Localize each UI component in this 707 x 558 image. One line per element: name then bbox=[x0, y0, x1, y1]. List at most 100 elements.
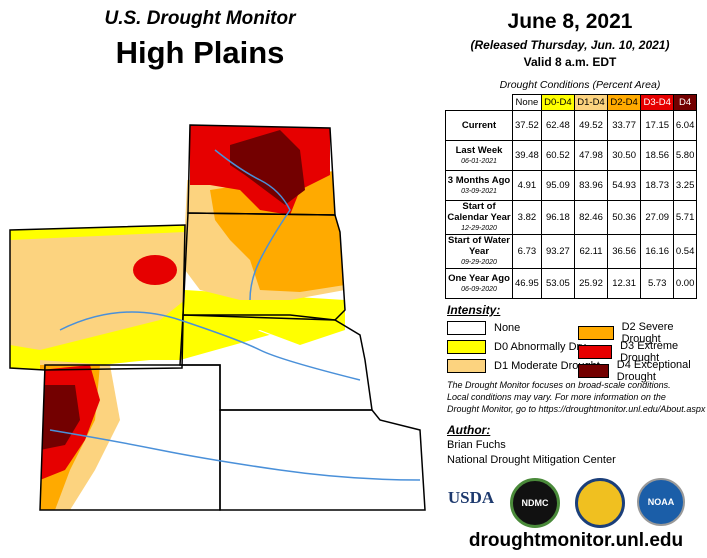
value-cell: 3.82 bbox=[512, 200, 542, 235]
value-cell: 36.56 bbox=[607, 234, 642, 269]
column-header: D1-D4 bbox=[573, 94, 609, 111]
d3-area bbox=[133, 255, 177, 285]
author-title: Author: bbox=[447, 423, 491, 437]
row-label: Last Week 06-01-2021 bbox=[445, 140, 513, 171]
value-cell: 27.09 bbox=[640, 200, 675, 235]
value-cell: 3.25 bbox=[673, 170, 697, 201]
value-cell: 5.73 bbox=[640, 268, 675, 299]
value-cell: 93.27 bbox=[540, 234, 575, 269]
value-cell: 62.48 bbox=[540, 110, 575, 141]
legend-swatch bbox=[578, 345, 613, 359]
legend-item: D1 Moderate Drought bbox=[447, 359, 600, 373]
legend-item: D0 Abnormally Dry bbox=[447, 340, 586, 354]
legend-swatch bbox=[578, 326, 614, 340]
row-name: Start of Water Year bbox=[448, 235, 510, 257]
value-cell: 17.15 bbox=[640, 110, 675, 141]
row-name: Current bbox=[461, 120, 497, 131]
value-cell: 30.50 bbox=[607, 140, 642, 171]
column-header: D2-D4 bbox=[607, 94, 642, 111]
value-cell: 53.05 bbox=[540, 268, 575, 299]
value-cell: 16.16 bbox=[640, 234, 675, 269]
table-caption: Drought Conditions (Percent Area) bbox=[499, 79, 661, 91]
table-row: Start of Calendar Year 12-29-2020 3.82 96.1… bbox=[445, 200, 697, 235]
title: U.S. Drought Monitor bbox=[104, 8, 296, 29]
value-cell: 54.93 bbox=[607, 170, 642, 201]
row-name: Last Week bbox=[455, 144, 503, 156]
value-cell: 0.54 bbox=[673, 234, 697, 269]
value-cell: 18.56 bbox=[640, 140, 675, 171]
river bbox=[49, 429, 421, 481]
row-name: 3 Months Ago bbox=[447, 174, 511, 186]
corner-cell bbox=[446, 95, 513, 111]
column-header: D0-D4 bbox=[540, 94, 575, 111]
row-date: 06-01-2021 bbox=[461, 157, 497, 165]
row-name: Start of Calendar Year bbox=[447, 201, 511, 223]
state-borders bbox=[9, 124, 426, 511]
legend-swatch bbox=[447, 321, 486, 335]
row-label: Start of Water Year 09-29-2020 bbox=[445, 234, 513, 269]
wyoming bbox=[9, 224, 186, 371]
note-line: Local conditions may vary. For more info… bbox=[447, 392, 666, 402]
river bbox=[214, 149, 291, 301]
row-date: 03-09-2021 bbox=[461, 187, 497, 195]
value-cell: 18.73 bbox=[640, 170, 675, 201]
legend-label: D0 Abnormally Dry bbox=[494, 341, 586, 353]
logo: NDMC bbox=[510, 478, 560, 528]
note-line: Drought Monitor, go to https://droughtmo… bbox=[447, 404, 706, 414]
legend-label: D1 Moderate Drought bbox=[494, 360, 600, 372]
legend-item: D3 Extreme Drought bbox=[578, 340, 707, 364]
column-header: D3-D4 bbox=[640, 94, 675, 111]
note-line: The Drought Monitor focuses on broad-sca… bbox=[447, 380, 671, 390]
value-cell: 82.46 bbox=[573, 200, 609, 235]
value-cell: 33.77 bbox=[607, 110, 642, 141]
legend-swatch bbox=[447, 359, 486, 373]
url: droughtmonitor.unl.edu bbox=[468, 530, 684, 551]
value-cell: 4.91 bbox=[512, 170, 542, 201]
author-line: Brian Fuchs bbox=[447, 439, 506, 451]
value-cell: 37.52 bbox=[512, 110, 542, 141]
legend-item: None bbox=[447, 321, 520, 335]
river bbox=[59, 311, 361, 381]
legend-swatch bbox=[447, 340, 486, 354]
d2-area bbox=[210, 170, 345, 292]
drought-map bbox=[9, 124, 426, 511]
table-row: Start of Water Year 09-29-2020 6.73 93.27 62… bbox=[445, 234, 697, 269]
row-name: One Year Ago bbox=[448, 272, 510, 284]
legend-label: D2 Severe Drought bbox=[621, 321, 674, 345]
value-cell: 46.95 bbox=[512, 268, 542, 299]
value-cell: 62.11 bbox=[573, 234, 609, 269]
legend-swatch bbox=[578, 364, 609, 378]
value-cell: 5.71 bbox=[673, 200, 697, 235]
value-cell: 50.36 bbox=[607, 200, 642, 235]
legend-label: D3 Extreme Drought bbox=[620, 340, 679, 364]
date: June 8, 2021 bbox=[507, 10, 633, 33]
legend-label: D4 Exceptional Drought bbox=[616, 359, 691, 383]
row-date: 09-29-2020 bbox=[461, 259, 497, 266]
logo: USDA bbox=[447, 488, 495, 507]
region: High Plains bbox=[115, 35, 285, 70]
row-label: Current bbox=[445, 110, 513, 141]
conditions-table: None D0-D4 D1-D4 D2-D4 D3-D4 D4 Current 37.52 62… bbox=[445, 94, 697, 299]
row-label: One Year Ago 06-09-2020 bbox=[445, 268, 513, 299]
legend-title: Intensity: bbox=[447, 303, 501, 317]
legend-item: D2 Severe Drought bbox=[578, 321, 707, 345]
valid: Valid 8 a.m. EDT bbox=[523, 55, 617, 69]
value-cell: 6.73 bbox=[512, 234, 542, 269]
value-cell: 6.04 bbox=[673, 110, 697, 141]
row-label: Start of Calendar Year 12-29-2020 bbox=[445, 200, 513, 235]
value-cell: 39.48 bbox=[512, 140, 542, 171]
seal bbox=[575, 478, 625, 528]
table-row: Last Week 06-01-2021 39.48 60.52 47.98 30.50 1… bbox=[445, 140, 697, 171]
row-date: 06-09-2020 bbox=[461, 285, 497, 293]
value-cell: 83.96 bbox=[573, 170, 609, 201]
value-cell: 49.52 bbox=[573, 110, 609, 141]
column-header: D4 bbox=[673, 94, 697, 111]
value-cell: 0.00 bbox=[673, 268, 697, 299]
value-cell: 25.92 bbox=[573, 268, 609, 299]
value-cell: 96.18 bbox=[540, 200, 575, 235]
author-line: National Drought Mitigation Center bbox=[447, 454, 616, 466]
value-cell: 95.09 bbox=[540, 170, 575, 201]
colorado bbox=[39, 364, 221, 511]
value-cell: 12.31 bbox=[607, 268, 642, 299]
